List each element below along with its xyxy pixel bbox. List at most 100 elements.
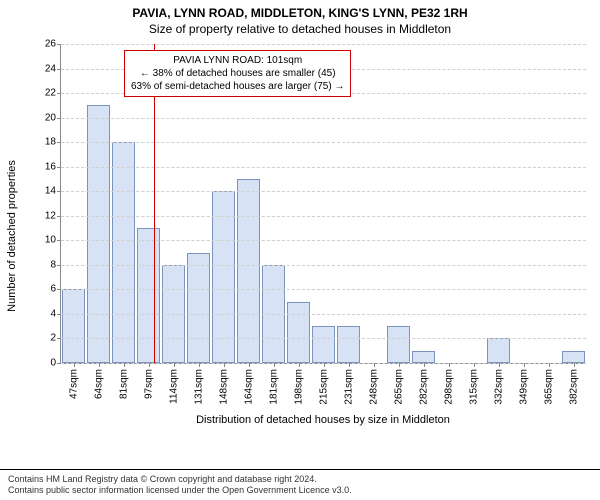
y-tick-mark [57,93,61,94]
x-tick-label: 131sqm [193,369,204,405]
y-tick-mark [57,69,61,70]
annotation-box: PAVIA LYNN ROAD: 101sqm← 38% of detached… [124,50,351,97]
footer-line2: Contains public sector information licen… [8,485,592,496]
x-tick-mark [324,363,325,367]
x-tick-label: 215sqm [318,369,329,405]
x-tick-label: 114sqm [168,369,179,404]
bar [212,191,236,363]
bar [112,142,136,363]
x-tick-mark [549,363,550,367]
y-tick-mark [57,191,61,192]
x-tick-label: 181sqm [268,369,279,405]
y-tick-label: 22 [45,88,56,99]
x-tick-label: 365sqm [543,369,554,405]
gridline [61,240,586,241]
gridline [61,338,586,339]
x-tick-mark [124,363,125,367]
footer-attribution: Contains HM Land Registry data © Crown c… [0,469,600,500]
x-tick-label: 148sqm [218,369,229,405]
x-tick-mark [449,363,450,367]
x-tick-mark [74,363,75,367]
y-tick-mark [57,44,61,45]
x-tick-mark [99,363,100,367]
gridline [61,191,586,192]
y-tick-label: 10 [45,235,56,246]
bar [187,253,211,363]
bar [562,351,586,363]
y-tick-mark [57,118,61,119]
y-tick-label: 0 [50,358,56,369]
x-tick-label: 81sqm [118,369,129,399]
x-tick-label: 282sqm [418,369,429,405]
y-tick-label: 18 [45,137,56,148]
y-tick-label: 6 [50,284,56,295]
x-tick-label: 164sqm [243,369,254,405]
y-tick-mark [57,240,61,241]
y-tick-label: 8 [50,259,56,270]
y-tick-label: 2 [50,333,56,344]
gridline [61,118,586,119]
x-tick-mark [149,363,150,367]
y-axis-label: Number of detached properties [6,160,18,312]
x-tick-mark [399,363,400,367]
x-tick-label: 47sqm [68,369,79,399]
y-tick-label: 12 [45,210,56,221]
bar [337,326,361,363]
x-tick-mark [224,363,225,367]
chart-title-block: PAVIA, LYNN ROAD, MIDDLETON, KING'S LYNN… [0,0,600,36]
bar [412,351,436,363]
annotation-line: 63% of semi-detached houses are larger (… [131,80,344,93]
x-tick-mark [349,363,350,367]
y-tick-mark [57,363,61,364]
y-tick-mark [57,338,61,339]
x-tick-mark [199,363,200,367]
bar [387,326,411,363]
chart-title: PAVIA, LYNN ROAD, MIDDLETON, KING'S LYNN… [0,6,600,20]
x-tick-mark [499,363,500,367]
bar [62,289,86,363]
y-tick-label: 4 [50,308,56,319]
y-tick-label: 20 [45,112,56,123]
x-tick-mark [174,363,175,367]
footer-line1: Contains HM Land Registry data © Crown c… [8,474,592,485]
x-tick-mark [474,363,475,367]
x-tick-label: 198sqm [293,369,304,405]
y-tick-label: 14 [45,186,56,197]
x-tick-label: 315sqm [468,369,479,405]
x-tick-mark [274,363,275,367]
x-tick-label: 349sqm [518,369,529,405]
x-tick-label: 64sqm [93,369,104,399]
annotation-line: PAVIA LYNN ROAD: 101sqm [131,54,344,67]
bar [87,105,111,363]
x-tick-label: 97sqm [143,369,154,399]
y-tick-label: 26 [45,39,56,50]
gridline [61,314,586,315]
y-tick-label: 16 [45,161,56,172]
x-tick-mark [299,363,300,367]
x-tick-mark [374,363,375,367]
x-tick-label: 332sqm [493,369,504,405]
gridline [61,44,586,45]
x-tick-label: 265sqm [393,369,404,405]
y-tick-mark [57,314,61,315]
bar [312,326,336,363]
y-tick-mark [57,289,61,290]
y-tick-mark [57,265,61,266]
gridline [61,289,586,290]
x-tick-label: 382sqm [568,369,579,405]
bar [287,302,311,363]
chart-subtitle: Size of property relative to detached ho… [0,22,600,36]
plot-region: 0246810121416182022242647sqm64sqm81sqm97… [60,44,586,364]
x-tick-mark [574,363,575,367]
gridline [61,216,586,217]
annotation-line: ← 38% of detached houses are smaller (45… [131,67,344,80]
x-tick-mark [249,363,250,367]
gridline [61,167,586,168]
gridline [61,142,586,143]
x-tick-label: 248sqm [368,369,379,405]
x-axis-label: Distribution of detached houses by size … [60,414,586,426]
bar [487,338,511,363]
gridline [61,265,586,266]
y-tick-label: 24 [45,63,56,74]
chart-area: Number of detached properties 0246810121… [26,44,590,428]
